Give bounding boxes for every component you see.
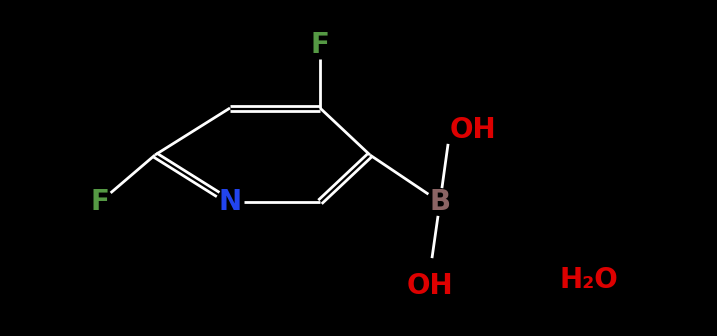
Text: F: F [90, 188, 110, 216]
Text: N: N [219, 188, 242, 216]
Text: H₂O: H₂O [560, 266, 619, 294]
Text: F: F [310, 31, 329, 59]
Text: OH: OH [450, 116, 497, 144]
Text: B: B [429, 188, 450, 216]
Text: OH: OH [407, 272, 453, 300]
